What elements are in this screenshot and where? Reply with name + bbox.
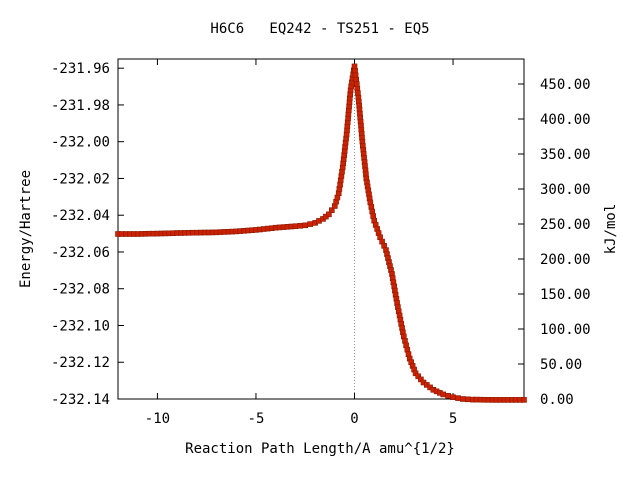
plot-frame [117,58,525,400]
data-point [307,221,314,227]
y2-tick-label: 250.00 [540,217,591,233]
data-point [521,397,527,403]
data-point [460,396,466,402]
y-tick-label: -232.04 [51,208,110,224]
y-axis-label-right: kJ/mol [603,204,619,255]
y-tick-label: -232.14 [51,392,110,408]
data-point [370,213,377,219]
y2-tick-label: 100.00 [540,322,591,338]
data-point [445,392,451,399]
y2-tick-label: 50.00 [540,357,582,373]
data-point [455,395,461,401]
y2-tick-label: 150.00 [540,287,591,303]
y-tick-label: -232.08 [51,282,110,298]
y-tick-label: -232.12 [51,355,110,371]
x-tick-label: -5 [248,411,265,427]
data-point [368,204,375,210]
x-tick-label: -10 [145,411,170,427]
data-point [369,208,376,215]
data-point [464,396,471,403]
x-tick-label: 0 [350,411,358,427]
data-point [440,391,447,398]
data-point [302,222,309,229]
y2-tick-label: 450.00 [540,77,591,93]
data-point [292,223,299,229]
y2-tick-label: 0.00 [540,392,574,408]
y-tick-label: -232.06 [51,245,110,261]
y-tick-label: -231.98 [51,98,110,114]
y2-tick-label: 400.00 [540,112,591,128]
y-tick-label: -232.10 [51,318,110,334]
x-tick-label: 5 [449,411,457,427]
chart-title: H6C6 EQ242 - TS251 - EQ5 [210,21,429,37]
y2-tick-label: 300.00 [540,182,591,198]
data-point [450,394,456,401]
data-point [297,223,304,229]
data-point [328,207,335,213]
y-tick-label: -231.96 [51,61,110,77]
y-tick-label: -232.02 [51,171,110,187]
y2-tick-label: 350.00 [540,147,591,163]
x-axis-label: Reaction Path Length/A amu^{1/2} [185,441,455,457]
y-tick-label: -232.00 [51,135,110,151]
y-axis-label-left: Energy/Hartree [18,170,34,288]
data-point [326,211,332,218]
y2-tick-label: 200.00 [540,252,591,268]
